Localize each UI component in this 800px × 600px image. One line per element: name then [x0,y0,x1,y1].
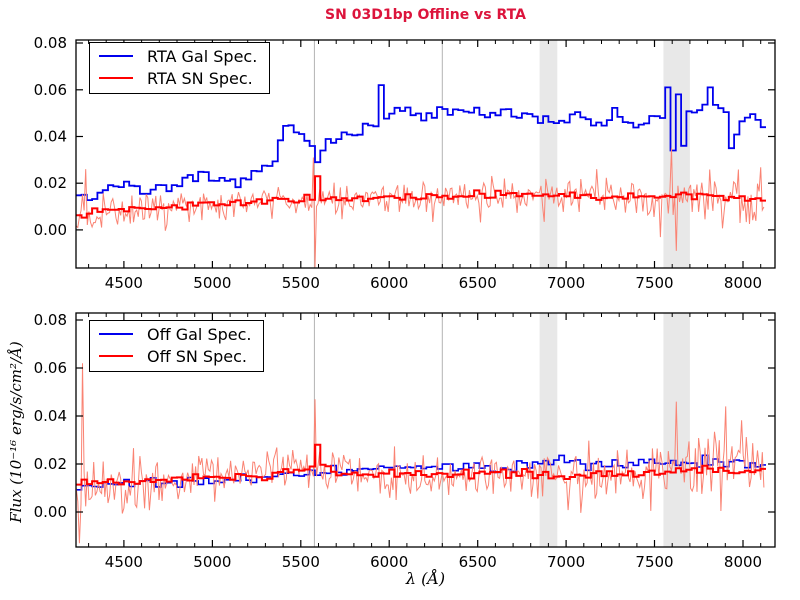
x-tick-label: 7000 [547,553,585,571]
x-tick-label: 6500 [459,553,497,571]
y-tick-label: 0.04 [34,128,67,146]
x-tick-label: 4500 [105,274,143,292]
axes-frame [75,312,776,548]
x-tick-label: 6500 [459,274,497,292]
legend-entry-off-gal: Off Gal Spec. [99,323,251,345]
x-tick-label: 6000 [370,553,408,571]
x-tick-label: 7500 [635,553,673,571]
axes-frame [75,39,776,269]
x-tick-label: 6000 [370,274,408,292]
y-tick-label: 0.08 [34,34,67,52]
legend-label: RTA Gal Spec. [147,46,258,66]
y-tick-label: 0.04 [34,407,67,425]
series-rta-gal-spec [76,84,766,201]
x-tick-label: 7000 [547,274,585,292]
y-tick-label: 0.00 [34,503,67,521]
legend-line-icon [99,355,133,357]
figure-title: SN 03D1bp Offline vs RTA [325,7,526,23]
legend-label: RTA SN Spec. [147,68,253,88]
legend-entry-rta-gal: RTA Gal Spec. [99,45,257,67]
y-tick-label: 0.02 [34,174,67,192]
legend-top: RTA Gal Spec. RTA SN Spec. [89,42,271,94]
series-rta-sn-spec [76,175,766,219]
y-tick-label: 0.00 [34,221,67,239]
legend-line-icon [99,333,133,335]
legend-label: Off SN Spec. [147,346,247,366]
series-off-sn-raw [76,363,765,544]
x-tick-label: 5500 [282,274,320,292]
series-off-sn-spec [76,443,766,486]
legend-entry-rta-sn: RTA SN Spec. [99,67,257,89]
y-axis-label: Flux (10⁻¹⁶ erg/s/cm²/Å) [7,341,25,523]
x-tick-label: 4500 [105,553,143,571]
y-tick-label: 0.08 [34,311,67,329]
x-tick-label: 5000 [193,274,231,292]
legend-line-icon [99,55,133,57]
x-tick-label: 5500 [282,553,320,571]
x-tick-label: 8000 [724,553,762,571]
y-tick-label: 0.02 [34,455,67,473]
x-tick-label: 8000 [724,274,762,292]
legend-line-icon [99,77,133,79]
legend-bottom: Off Gal Spec. Off SN Spec. [89,320,265,372]
x-tick-label: 5000 [193,553,231,571]
y-tick-label: 0.06 [34,81,67,99]
legend-entry-off-sn: Off SN Spec. [99,345,251,367]
y-tick-label: 0.06 [34,359,67,377]
legend-label: Off Gal Spec. [147,324,252,344]
x-tick-label: 7500 [635,274,673,292]
x-axis-label: λ (Å) [405,569,446,588]
